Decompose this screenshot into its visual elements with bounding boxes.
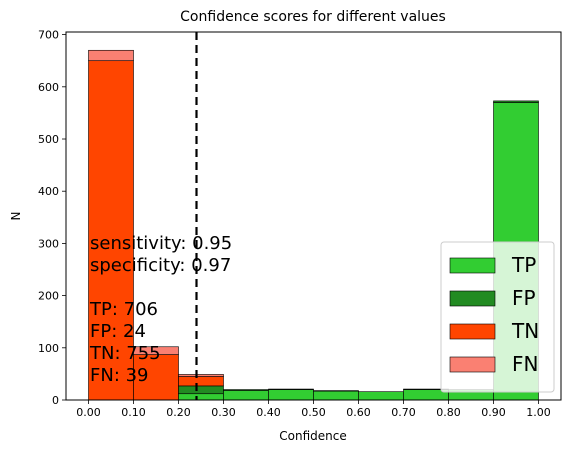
legend: TP FP TN FN — [440, 241, 555, 393]
y-tick-label: 100 — [38, 342, 59, 355]
tp-count-text: TP: 706 — [89, 299, 158, 320]
legend-swatch-fn — [449, 356, 496, 373]
y-tick-label: 400 — [38, 185, 59, 198]
bar-tp-bin-5 — [313, 390, 359, 401]
specificity-text: specificity: 0.97 — [90, 255, 231, 276]
y-axis-label: N — [9, 212, 23, 221]
y-axis: 0 100 200 300 400 500 600 700 — [38, 29, 66, 407]
bar-fp-bin-3 — [223, 389, 269, 391]
legend-box — [440, 241, 555, 393]
legend-label-tn: TN — [511, 319, 539, 343]
sensitivity-text: sensitivity: 0.95 — [90, 233, 232, 254]
bar-tp-bin-4 — [268, 389, 314, 401]
x-tick-label: 0.00 — [76, 406, 101, 419]
x-tick-label: 0.70 — [391, 406, 416, 419]
x-tick-label: 0.80 — [436, 406, 461, 419]
x-axis: 0.00 0.10 0.20 0.30 0.40 0.50 0.60 0.70 0.80 0.90… — [76, 400, 551, 419]
chart-title: Confidence scores for different values — [180, 9, 446, 25]
bar-tn-bin-2 — [178, 376, 224, 387]
bar-fn-bin-0 — [88, 49, 134, 62]
legend-swatch-tp — [449, 257, 496, 274]
fn-count-text: FN: 39 — [90, 365, 149, 386]
x-axis-label: Confidence — [279, 429, 346, 443]
y-tick-label: 200 — [38, 290, 59, 303]
x-tick-label: 1.00 — [526, 406, 551, 419]
bar-fn-bin-2 — [178, 374, 224, 377]
y-tick-label: 300 — [38, 237, 59, 250]
bar-fp-bin-2 — [178, 385, 224, 395]
legend-swatch-tn — [449, 323, 496, 340]
x-tick-label: 0.90 — [481, 406, 506, 419]
legend-swatch-fp — [449, 290, 496, 307]
y-tick-label: 500 — [38, 133, 59, 146]
bar-fn-bin-1 — [133, 346, 179, 355]
x-tick-label: 0.10 — [121, 406, 146, 419]
bar-tp-bin-2 — [178, 393, 224, 401]
metrics-annotation: sensitivity: 0.95 specificity: 0.97 TP: … — [89, 233, 232, 386]
tn-count-text: TN: 755 — [89, 343, 161, 364]
legend-label-fn: FN — [512, 352, 538, 376]
x-tick-label: 0.60 — [346, 406, 371, 419]
x-tick-label: 0.30 — [211, 406, 236, 419]
y-tick-label: 600 — [38, 81, 59, 94]
bar-fp-bin-4 — [268, 388, 314, 390]
y-tick-label: 700 — [38, 29, 59, 42]
bar-tp-bin-3 — [223, 390, 269, 401]
bar-fp-bin-5 — [313, 390, 359, 392]
bar-tn-bin-0 — [88, 60, 134, 401]
legend-label-fp: FP — [512, 286, 536, 310]
x-tick-label: 0.50 — [301, 406, 326, 419]
fp-count-text: FP: 24 — [90, 321, 146, 342]
legend-label-tp: TP — [511, 253, 536, 277]
bar-tp-bin-6 — [358, 391, 404, 401]
x-tick-label: 0.20 — [166, 406, 191, 419]
y-tick-label: 0 — [52, 394, 59, 407]
bar-fp-bin-9 — [493, 100, 539, 103]
x-tick-label: 0.40 — [256, 406, 281, 419]
